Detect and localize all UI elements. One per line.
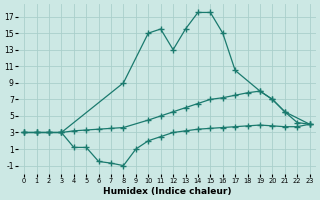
X-axis label: Humidex (Indice chaleur): Humidex (Indice chaleur)	[103, 187, 231, 196]
